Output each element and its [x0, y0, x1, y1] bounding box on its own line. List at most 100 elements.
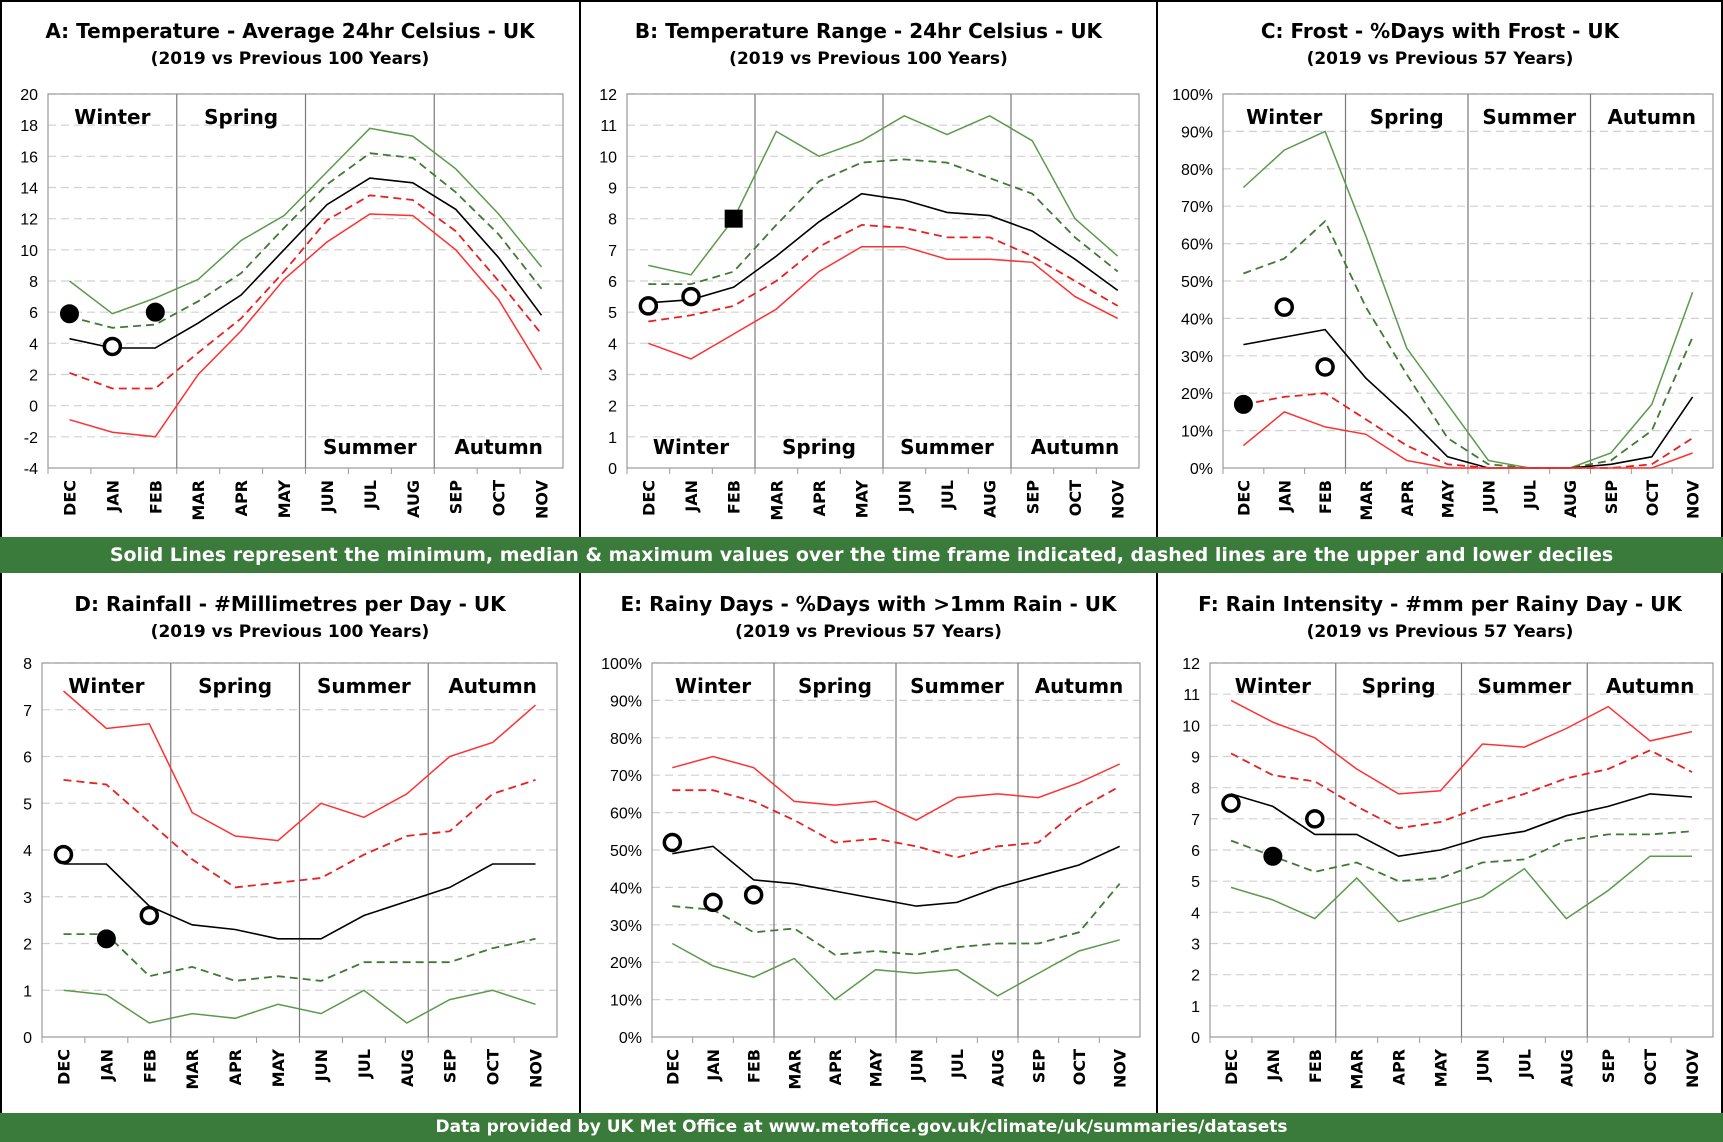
- marker-2019-open: [1221, 793, 1241, 813]
- y-tick-label: 0%: [619, 1030, 642, 1047]
- x-tick-label: AUG: [398, 1049, 417, 1087]
- y-tick-label: 5: [608, 305, 617, 322]
- series-max-line: [69, 127, 543, 315]
- x-tick-label: MAY: [853, 480, 872, 519]
- series-lower-decile-line: [63, 933, 536, 982]
- x-tick-label: MAY: [1439, 480, 1458, 519]
- x-tick-label: APR: [1398, 480, 1417, 516]
- x-tick-label: FEB: [1316, 480, 1335, 514]
- y-tick-label: 8: [23, 656, 32, 673]
- series-median-line: [648, 192, 1119, 304]
- season-label: Winter: [1235, 674, 1311, 698]
- y-tick-label: 6: [23, 750, 32, 767]
- x-tick-label: DEC: [54, 1049, 73, 1085]
- chart-subtitle: (2019 vs Previous 57 Years): [735, 622, 1002, 642]
- series-lower-decile-line: [69, 194, 543, 390]
- y-tick-label: 20: [20, 87, 38, 104]
- x-tick-label: FEB: [745, 1049, 764, 1083]
- x-tick-label: NOV: [1683, 1048, 1702, 1088]
- y-tick-label: 50%: [610, 843, 642, 860]
- series-max-line: [648, 114, 1119, 276]
- x-tick-label: AUG: [981, 480, 1000, 518]
- x-tick-label: FEB: [1306, 1049, 1325, 1083]
- y-tick-label: 70%: [1181, 199, 1213, 216]
- season-label: Autumn: [1035, 674, 1124, 698]
- x-tick-label: JUL: [948, 1049, 967, 1079]
- y-tick-label: 0: [23, 1030, 32, 1047]
- x-tick-label: APR: [1390, 1049, 1409, 1085]
- season-label: Spring: [1362, 674, 1436, 698]
- x-tick-label: FEB: [725, 480, 744, 514]
- season-label: Autumn: [1606, 674, 1695, 698]
- series-lower-decile-line: [1230, 830, 1693, 883]
- x-tick-label: OCT: [1643, 480, 1662, 516]
- y-tick-label: 100%: [601, 656, 642, 673]
- x-tick-label: AUG: [989, 1049, 1008, 1087]
- chart-title: D: Rainfall - #Millimetres per Day - UK: [74, 592, 507, 616]
- y-tick-label: 10: [20, 243, 38, 260]
- y-tick-label: 5: [23, 796, 32, 813]
- y-tick-label: 7: [23, 703, 32, 720]
- x-tick-label: AUG: [1557, 1049, 1576, 1087]
- marker-2019-filled: [59, 304, 79, 324]
- marker-2019-open: [681, 286, 701, 307]
- x-tick-label: OCT: [1641, 1049, 1660, 1085]
- y-tick-label: 50%: [1181, 274, 1213, 291]
- x-tick-label: MAY: [867, 1049, 886, 1088]
- season-label: Autumn: [1031, 435, 1120, 459]
- y-tick-label: 2: [1191, 968, 1200, 985]
- season-label: Spring: [204, 105, 278, 129]
- chart-panel-a: A: Temperature - Average 24hr Celsius - …: [20, 19, 564, 521]
- data-source-band: Data provided by UK Met Office at www.me…: [0, 1113, 1723, 1142]
- y-tick-label: 20%: [1181, 386, 1213, 403]
- season-label: Summer: [900, 435, 994, 459]
- marker-2019-open: [703, 892, 723, 913]
- y-tick-label: 80%: [610, 731, 642, 748]
- x-tick-label: MAY: [275, 480, 294, 519]
- y-tick-label: 7: [608, 243, 617, 260]
- series-min-line: [671, 939, 1120, 1001]
- x-tick-label: SEP: [1029, 1049, 1048, 1083]
- marker-2019-open: [638, 296, 659, 316]
- y-tick-label: 8: [1191, 781, 1200, 798]
- y-tick-label: 3: [23, 890, 32, 907]
- chart-subtitle: (2019 vs Previous 100 Years): [151, 49, 430, 69]
- legend-note-band: Solid Lines represent the minimum, media…: [0, 537, 1723, 573]
- x-tick-label: APR: [810, 480, 829, 516]
- x-tick-label: APR: [826, 1049, 845, 1085]
- series-upper-decile-line: [1230, 749, 1693, 830]
- y-tick-label: 10%: [610, 993, 642, 1010]
- y-tick-label: 1: [1191, 999, 1200, 1016]
- y-tick-label: 30%: [610, 918, 642, 935]
- x-tick-label: JAN: [97, 1049, 116, 1082]
- season-label: Summer: [1478, 674, 1572, 698]
- marker-2019-open: [1305, 809, 1325, 829]
- season-label: Autumn: [448, 674, 537, 698]
- x-tick-label: JAN: [1275, 480, 1294, 513]
- chart-title: B: Temperature Range - 24hr Celsius - UK: [635, 19, 1104, 43]
- marker-2019-open: [1315, 357, 1335, 377]
- series-min-line: [1242, 411, 1693, 469]
- y-tick-label: 40%: [610, 880, 642, 897]
- x-tick-label: MAR: [183, 1049, 202, 1090]
- y-tick-label: 2: [23, 937, 32, 954]
- series-max-line: [1242, 130, 1694, 469]
- x-tick-label: AUG: [1561, 480, 1580, 518]
- marker-2019-open: [662, 832, 683, 853]
- y-tick-label: 2: [608, 399, 617, 416]
- y-tick-label: 8: [29, 274, 38, 291]
- x-tick-label: APR: [226, 1049, 245, 1085]
- y-tick-label: 5: [1191, 874, 1200, 891]
- season-label: Spring: [198, 674, 272, 698]
- x-tick-label: JAN: [682, 480, 701, 513]
- y-tick-label: 70%: [610, 768, 642, 785]
- y-tick-label: 100%: [1172, 87, 1213, 104]
- chart-panel-b: B: Temperature Range - 24hr Celsius - UK…: [599, 19, 1140, 521]
- series-min-line: [1230, 855, 1692, 923]
- x-tick-label: JUL: [361, 480, 380, 510]
- y-tick-label: 6: [608, 274, 617, 291]
- x-tick-label: SEP: [1599, 1049, 1618, 1083]
- series-upper-decile-line: [672, 785, 1121, 859]
- y-tick-label: 12: [20, 212, 38, 229]
